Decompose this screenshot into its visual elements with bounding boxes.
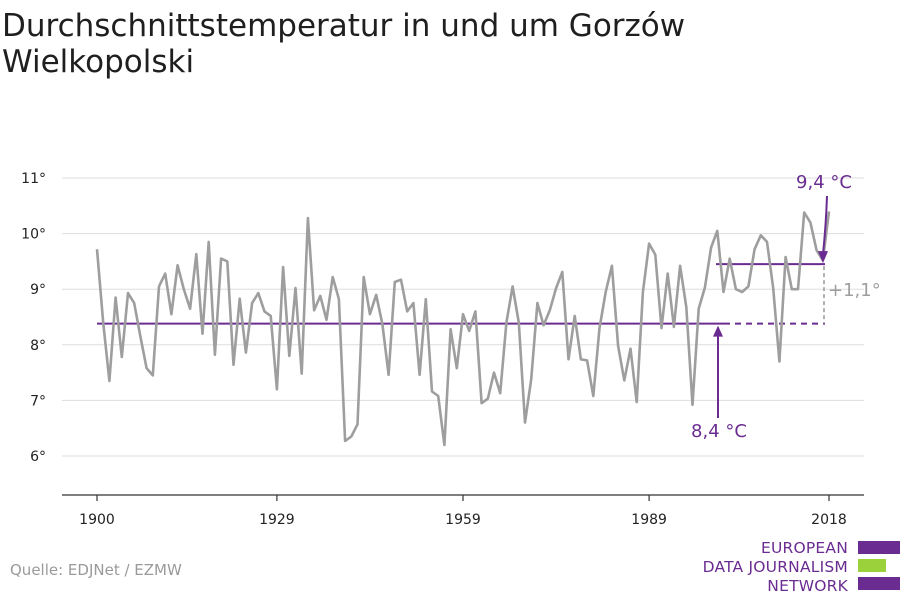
y-axis-labels: 6° 7° 8° 9° 10° 11°	[21, 171, 46, 465]
x-tick-label-1989: 1989	[631, 512, 667, 528]
y-tick-label-7: 7°	[30, 393, 46, 409]
x-tick-label-1900: 1900	[79, 512, 115, 528]
temperature-series-line	[95, 211, 831, 447]
y-tick-label-10: 10°	[21, 227, 46, 243]
logo-bar-green	[858, 559, 886, 572]
x-tick-label-2018: 2018	[811, 512, 847, 528]
x-tick-label-1929: 1929	[259, 512, 295, 528]
logo-bar-purple-bottom	[858, 577, 900, 590]
recent-average-label: 9,4 °C	[796, 172, 852, 193]
y-tick-label-8: 8°	[30, 338, 46, 354]
series-layer	[95, 211, 831, 447]
x-axis-labels: 1900 1929 1959 1989 2018	[79, 512, 847, 528]
y-tick-label-9: 9°	[30, 282, 46, 298]
logo-bar-purple-top	[858, 541, 900, 554]
annotations: 8,4 °C 9,4 °C +1,1°	[691, 172, 881, 442]
x-tick-label-1959: 1959	[445, 512, 481, 528]
logo-line-2: DATA JOURNALISM	[702, 558, 848, 576]
difference-label: +1,1°	[828, 280, 881, 301]
y-tick-label-6: 6°	[30, 449, 46, 465]
x-axis	[62, 494, 864, 501]
y-tick-label-11: 11°	[21, 171, 46, 187]
chart-title: Durchschnittstemperatur in und um Gorzów…	[2, 8, 686, 80]
average-arrow-head	[713, 325, 723, 337]
logo-line-3: NETWORK	[767, 577, 848, 595]
recent-arrow-shaft	[822, 195, 828, 255]
edjnet-logo: EUROPEAN DATA JOURNALISM NETWORK	[690, 536, 900, 596]
logo-line-1: EUROPEAN	[760, 539, 848, 557]
average-label: 8,4 °C	[691, 421, 747, 442]
source-note: Quelle: EDJNet / EZMW	[10, 561, 182, 579]
recent-arrow-head	[818, 251, 828, 264]
gridlines	[62, 177, 864, 457]
